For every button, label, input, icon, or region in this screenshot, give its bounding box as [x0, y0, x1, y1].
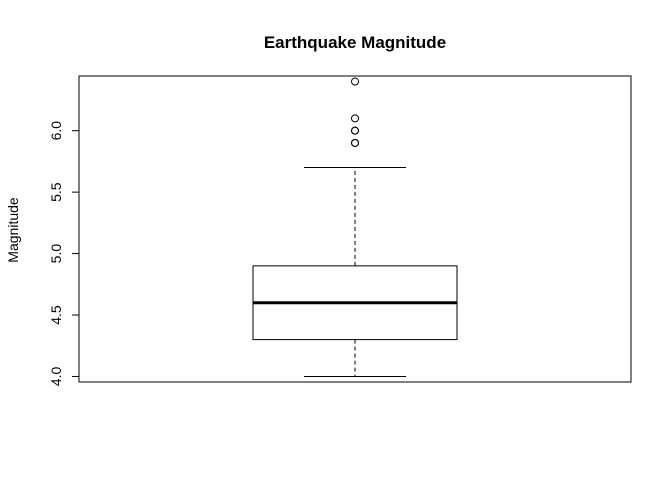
y-axis-label: Magnitude	[5, 197, 21, 263]
chart-title: Earthquake Magnitude	[264, 33, 446, 52]
y-tick-label: 4.5	[48, 305, 64, 325]
y-axis: 4.0 4.5 5.0 5.5 6.0	[48, 121, 80, 387]
box-group	[252, 167, 458, 377]
outlier-point	[351, 126, 359, 135]
outlier-point	[351, 77, 359, 86]
y-tick-label: 5.5	[48, 182, 64, 202]
outlier-point	[351, 138, 359, 147]
y-tick-label: 6.0	[48, 121, 64, 141]
y-tick-label: 5.0	[48, 244, 64, 264]
outlier-group	[351, 77, 359, 147]
y-tick-label: 4.0	[48, 367, 64, 387]
outlier-point	[351, 114, 359, 123]
